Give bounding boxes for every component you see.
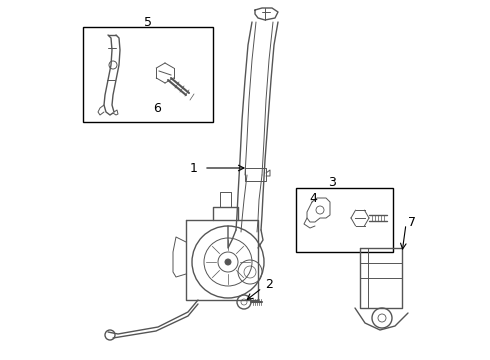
Text: 6: 6 (153, 102, 161, 114)
Circle shape (225, 259, 231, 265)
Bar (83, 27, 213, 122)
Text: 7: 7 (408, 216, 416, 229)
Text: 2: 2 (265, 279, 273, 292)
Text: 5: 5 (144, 15, 152, 28)
Bar (296, 188, 393, 252)
Text: 4: 4 (309, 192, 317, 204)
Text: 3: 3 (328, 176, 336, 189)
Text: 1: 1 (190, 162, 198, 175)
